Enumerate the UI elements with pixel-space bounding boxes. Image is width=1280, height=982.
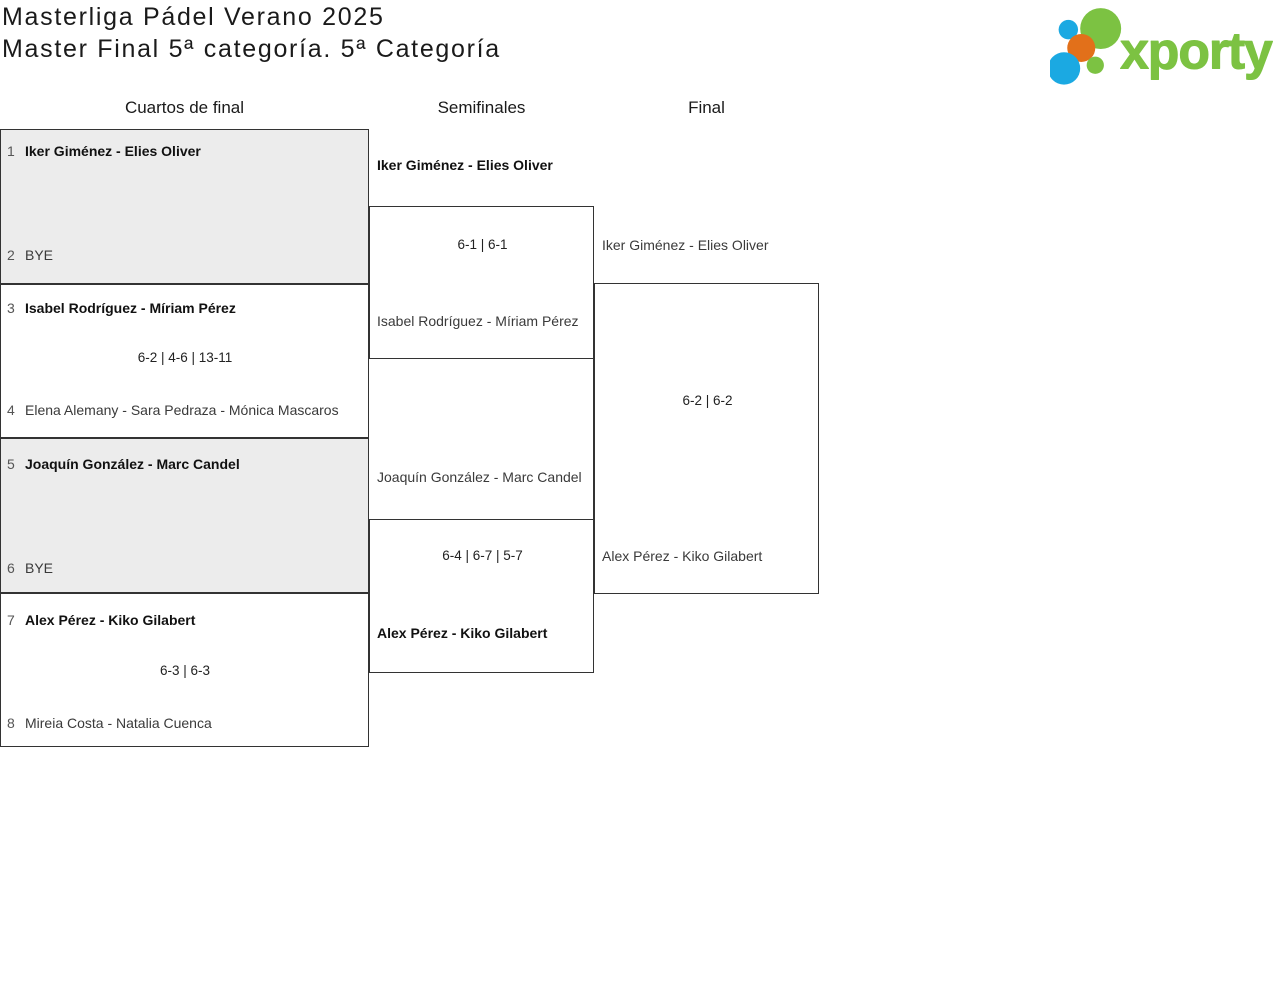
- svg-text:xporty: xporty: [1120, 21, 1273, 79]
